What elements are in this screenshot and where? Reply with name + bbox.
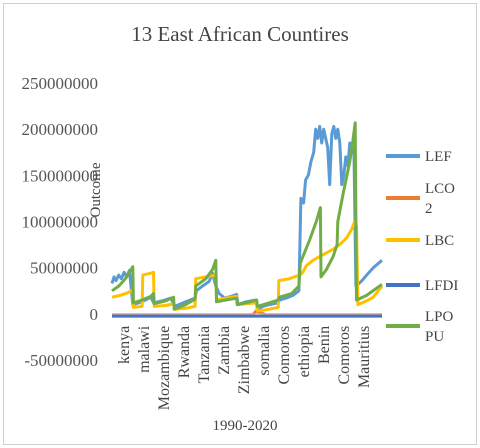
x-tick-label: somalia <box>256 326 273 376</box>
legend: LEF LCO 2 LBC LFDI LPO PU <box>386 149 458 345</box>
x-tick-label: Tanzania <box>196 326 213 384</box>
legend-label: LCO 2 <box>425 181 455 217</box>
series-lines <box>110 121 384 318</box>
y-axis-label: Outcome <box>88 162 104 217</box>
x-tick-label: Mauritius <box>356 326 373 388</box>
legend-label: LFDI <box>425 278 458 294</box>
x-axis-ticks: kenya malawi Mozambique Rwanda Tanzania Zambi… <box>116 325 373 410</box>
x-tick-label: Zimbabwe <box>236 326 253 394</box>
legend-label: LBC <box>425 233 454 249</box>
x-tick-label: Comoros <box>276 326 293 385</box>
y-tick-label: 100000000 <box>22 213 99 232</box>
x-tick-label: Rwanda <box>176 326 193 378</box>
x-tick-label: ethiopia <box>296 326 313 378</box>
chart-title: 13 East African Countires <box>131 22 349 46</box>
y-tick-label: 0 <box>90 305 99 324</box>
x-tick-label: Benin <box>316 326 333 364</box>
legend-label: LPO PU <box>425 309 454 345</box>
x-tick-label: malawi <box>136 325 153 373</box>
x-tick-label: kenya <box>116 326 133 364</box>
x-tick-label: Mozambique <box>156 326 173 410</box>
series-line-lpopu <box>111 121 383 311</box>
x-tick-label: Zambia <box>216 326 233 375</box>
chart-frame <box>3 3 477 445</box>
y-tick-label: 50000000 <box>30 259 98 278</box>
y-axis-ticks: -50000000 0 50000000 100000000 150000000 2000… <box>22 74 99 370</box>
legend-label: LEF <box>425 149 452 165</box>
y-tick-label: -50000000 <box>24 351 98 370</box>
y-tick-label: 250000000 <box>22 74 99 93</box>
x-axis-label: 1990-2020 <box>213 418 278 434</box>
y-tick-label: 150000000 <box>22 166 99 185</box>
y-tick-label: 200000000 <box>22 120 99 139</box>
x-tick-label: Comoros <box>336 326 353 385</box>
